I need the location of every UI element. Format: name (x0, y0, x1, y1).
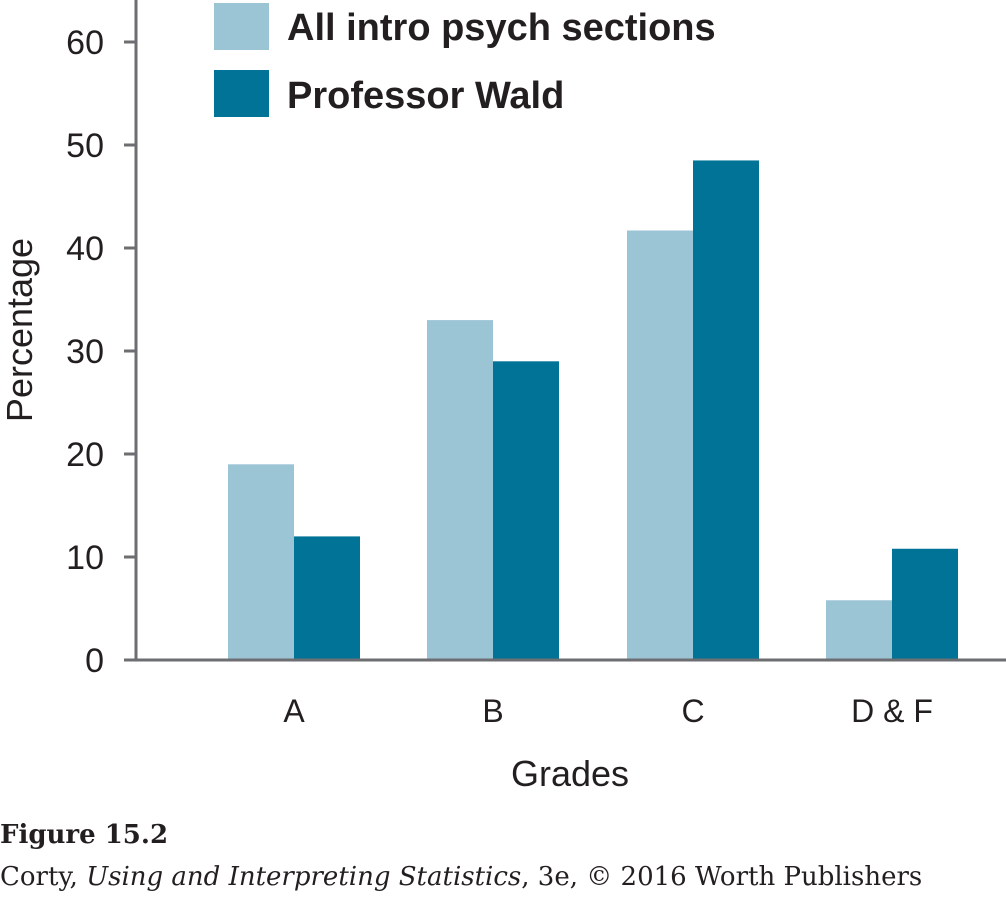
bar-a-professor-wald (294, 536, 360, 660)
y-axis-ticks: 0 10 20 30 40 50 60 (66, 24, 136, 680)
x-tick-label: B (482, 693, 503, 729)
legend-swatch-all-sections (214, 3, 269, 50)
legend: All intro psych sections Professor Wald (214, 3, 716, 117)
bar-c-professor-wald (693, 160, 759, 660)
y-tick-label: 20 (66, 436, 104, 474)
bar-df-professor-wald (892, 548, 958, 660)
x-axis-title: Grades (511, 753, 629, 794)
credit-author: Corty, (0, 862, 87, 892)
bar-c-all-sections (627, 230, 693, 661)
figure-label: Figure 15.2 (0, 820, 169, 850)
credit-line: Corty, Using and Interpreting Statistics… (0, 862, 922, 892)
credit-publisher: , 3e, © 2016 Worth Publishers (521, 862, 923, 892)
legend-label-professor-wald: Professor Wald (287, 75, 564, 117)
y-tick-label: 10 (66, 539, 104, 577)
bars (228, 160, 958, 661)
x-tick-label: A (283, 693, 305, 729)
x-tick-label: D & F (851, 693, 933, 729)
y-tick-label: 40 (66, 230, 104, 268)
x-tick-label: C (681, 693, 704, 729)
legend-swatch-professor-wald (214, 70, 269, 117)
y-tick-label: 30 (66, 333, 104, 371)
bar-a-all-sections (228, 464, 294, 660)
bar-b-all-sections (427, 320, 493, 660)
legend-label-all-sections: All intro psych sections (287, 7, 716, 49)
bar-chart: All intro psych sections Professor Wald … (0, 0, 1006, 794)
y-tick-label: 60 (66, 24, 104, 62)
y-tick-label: 50 (66, 127, 104, 165)
credit-book-title: Using and Interpreting Statistics (86, 862, 522, 892)
bar-df-all-sections (826, 600, 892, 660)
y-axis-title: Percentage (0, 238, 40, 422)
bar-b-professor-wald (493, 361, 559, 660)
y-tick-label: 0 (85, 642, 104, 680)
